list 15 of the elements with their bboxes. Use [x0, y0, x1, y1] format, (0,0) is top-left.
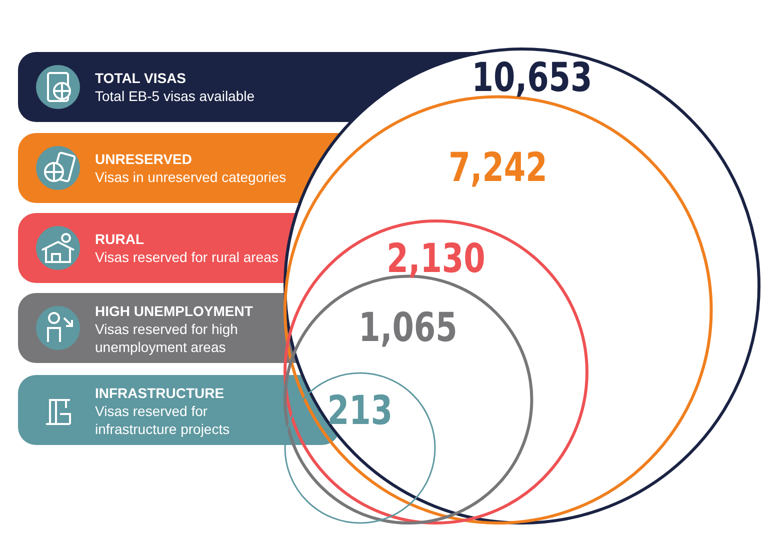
- data-label: 2,130: [386, 235, 486, 284]
- data-label: 7,242: [448, 144, 548, 193]
- data-label: 10,653: [470, 54, 594, 103]
- data-label: 1,065: [358, 304, 459, 353]
- category-label: INFRASTRUCTURE: [95, 384, 226, 402]
- text: Visas reserved for infrastructure projects: [95, 402, 231, 438]
- category-label: RURAL: [95, 230, 145, 248]
- text: Visas reserved for high unemployment areas: [95, 320, 239, 356]
- data-label: 213: [326, 387, 394, 436]
- category-label: UNRESERVED: [95, 150, 193, 168]
- text: Total EB-5 visas available: [95, 87, 256, 105]
- category-label: TOTAL VISAS: [95, 69, 188, 87]
- text: Visas in unreserved categories: [95, 168, 288, 186]
- category-label: HIGH UNEMPLOYMENT: [95, 302, 254, 320]
- text: Visas reserved for rural areas: [95, 248, 280, 266]
